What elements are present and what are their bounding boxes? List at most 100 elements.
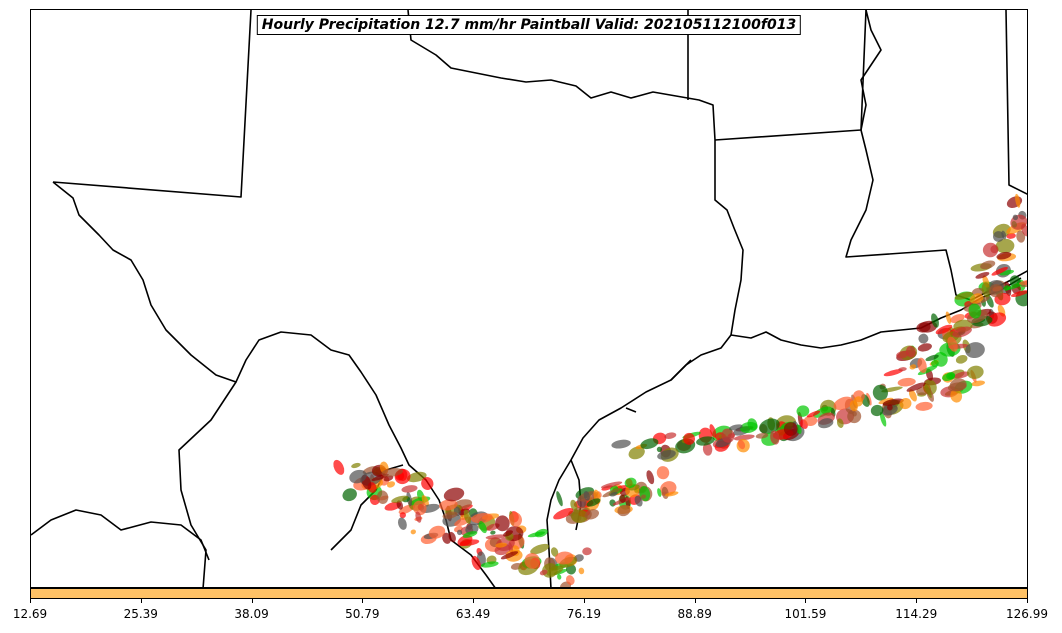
paintball-blob bbox=[1021, 223, 1027, 237]
paintball-blob bbox=[813, 406, 832, 418]
paintball-blob bbox=[428, 525, 446, 539]
paintball-blob bbox=[995, 238, 1015, 254]
paintball-blob bbox=[946, 371, 956, 380]
colorbar-tick bbox=[805, 599, 807, 603]
paintball-blob bbox=[524, 553, 540, 569]
paintball-blob bbox=[709, 424, 717, 438]
paintball-blob bbox=[721, 428, 735, 443]
paintball-blob bbox=[462, 531, 478, 538]
paintball-blob bbox=[1016, 230, 1026, 243]
colorbar-tick bbox=[251, 599, 253, 603]
paintball-blob bbox=[950, 389, 963, 403]
paintball-blob bbox=[640, 438, 659, 450]
paintball-blob bbox=[918, 333, 929, 344]
colorbar-tick-label: 76.19 bbox=[566, 607, 602, 621]
paintball-blob bbox=[898, 367, 907, 372]
paintball-blob bbox=[702, 442, 713, 456]
paintball-blob bbox=[879, 411, 887, 427]
paintball-blob bbox=[611, 439, 631, 449]
mexico-border-south bbox=[31, 509, 210, 561]
paintball-blob bbox=[401, 485, 418, 493]
paintball-blob bbox=[897, 377, 916, 387]
paintball-blob bbox=[415, 511, 422, 523]
paintball-blob bbox=[480, 561, 499, 568]
paintball-blob bbox=[696, 436, 715, 446]
paintball-blob bbox=[872, 384, 888, 401]
colorbar-ticks: 12.69 25.39 38.09 50.79 63.49 76.19 88.89 101.5… bbox=[13, 599, 1048, 629]
paintball-blob bbox=[342, 488, 357, 502]
paintball-blob bbox=[954, 371, 970, 379]
paintball-blob bbox=[1020, 279, 1027, 288]
paintball-blob bbox=[870, 404, 884, 417]
paintball-blob bbox=[625, 478, 633, 487]
paintball-blob bbox=[478, 521, 487, 534]
colorbar-tick bbox=[583, 599, 585, 603]
paintball-blob bbox=[530, 543, 550, 555]
paintball-blob bbox=[981, 282, 991, 298]
paintball-blob bbox=[438, 499, 458, 511]
paintball-blob bbox=[1015, 193, 1021, 208]
paintball-blob bbox=[406, 471, 427, 483]
paintball-blob bbox=[924, 383, 932, 399]
paintball-blob bbox=[609, 491, 618, 497]
colorbar bbox=[30, 588, 1028, 599]
paintball-blob bbox=[646, 470, 655, 485]
paintball-blob bbox=[931, 359, 939, 367]
paintball-blob bbox=[485, 534, 507, 540]
paintball-blob bbox=[656, 446, 663, 453]
paintball-blob bbox=[905, 346, 916, 358]
colorbar-tick-label: 63.49 bbox=[455, 607, 491, 621]
paintball-blob bbox=[584, 509, 600, 520]
colorbar-tick bbox=[694, 599, 696, 603]
paintball-blob bbox=[733, 434, 755, 441]
colorbar-tick-label: 25.39 bbox=[123, 607, 158, 621]
paintball-blob bbox=[755, 432, 769, 439]
state-borders bbox=[31, 10, 1027, 587]
paintball-blob bbox=[991, 266, 1008, 276]
paintball-blob bbox=[882, 398, 904, 406]
paintball-blob bbox=[376, 490, 389, 504]
paintball-blob bbox=[996, 251, 1012, 260]
paintball-blob bbox=[413, 500, 427, 516]
paintball-blob bbox=[471, 555, 481, 571]
colorbar-tick-label: 101.59 bbox=[784, 607, 827, 621]
paintball-blob bbox=[896, 350, 909, 359]
paintball-blob bbox=[728, 424, 743, 431]
paintball-blob bbox=[442, 511, 458, 519]
paintball-blob bbox=[578, 567, 585, 575]
paintball-blob bbox=[982, 242, 999, 258]
paintball-blob bbox=[803, 415, 818, 427]
paintball-blob bbox=[1006, 196, 1023, 208]
paintball-blob bbox=[443, 487, 465, 502]
paintball-blob bbox=[818, 418, 834, 429]
paintball-blob bbox=[553, 507, 574, 520]
paintball-blob bbox=[783, 422, 798, 436]
paintball-blob bbox=[965, 342, 985, 359]
paintball-blob bbox=[925, 354, 939, 362]
paintball-blob bbox=[878, 397, 894, 405]
paintball-blob bbox=[463, 509, 472, 524]
paintball-blob bbox=[571, 509, 588, 524]
paintball-blob bbox=[935, 324, 953, 335]
paintball-blob bbox=[947, 336, 958, 352]
paintball-blob bbox=[399, 512, 406, 519]
paintball-blob bbox=[887, 404, 893, 411]
paintball-blob bbox=[556, 491, 563, 507]
paintball-blob bbox=[351, 462, 361, 469]
paintball-blob bbox=[759, 418, 780, 434]
paintball-blob bbox=[917, 357, 927, 373]
paintball-blob bbox=[602, 488, 620, 498]
colorbar-tick bbox=[140, 599, 142, 603]
paintball-blob bbox=[1012, 214, 1019, 221]
paintball-blob bbox=[931, 313, 939, 328]
paintball-blob bbox=[557, 574, 562, 580]
paintball-blob bbox=[853, 396, 864, 407]
paintball-blob bbox=[945, 311, 952, 324]
paintball-blob bbox=[495, 515, 510, 532]
map-title: Hourly Precipitation 12.7 mm/hr Paintbal… bbox=[256, 15, 802, 35]
paintball-blob bbox=[500, 551, 519, 560]
paintball-blob bbox=[550, 547, 559, 557]
colorbar-tick bbox=[30, 599, 31, 603]
paintball-blob bbox=[899, 398, 912, 410]
paintball-blob bbox=[806, 410, 821, 418]
